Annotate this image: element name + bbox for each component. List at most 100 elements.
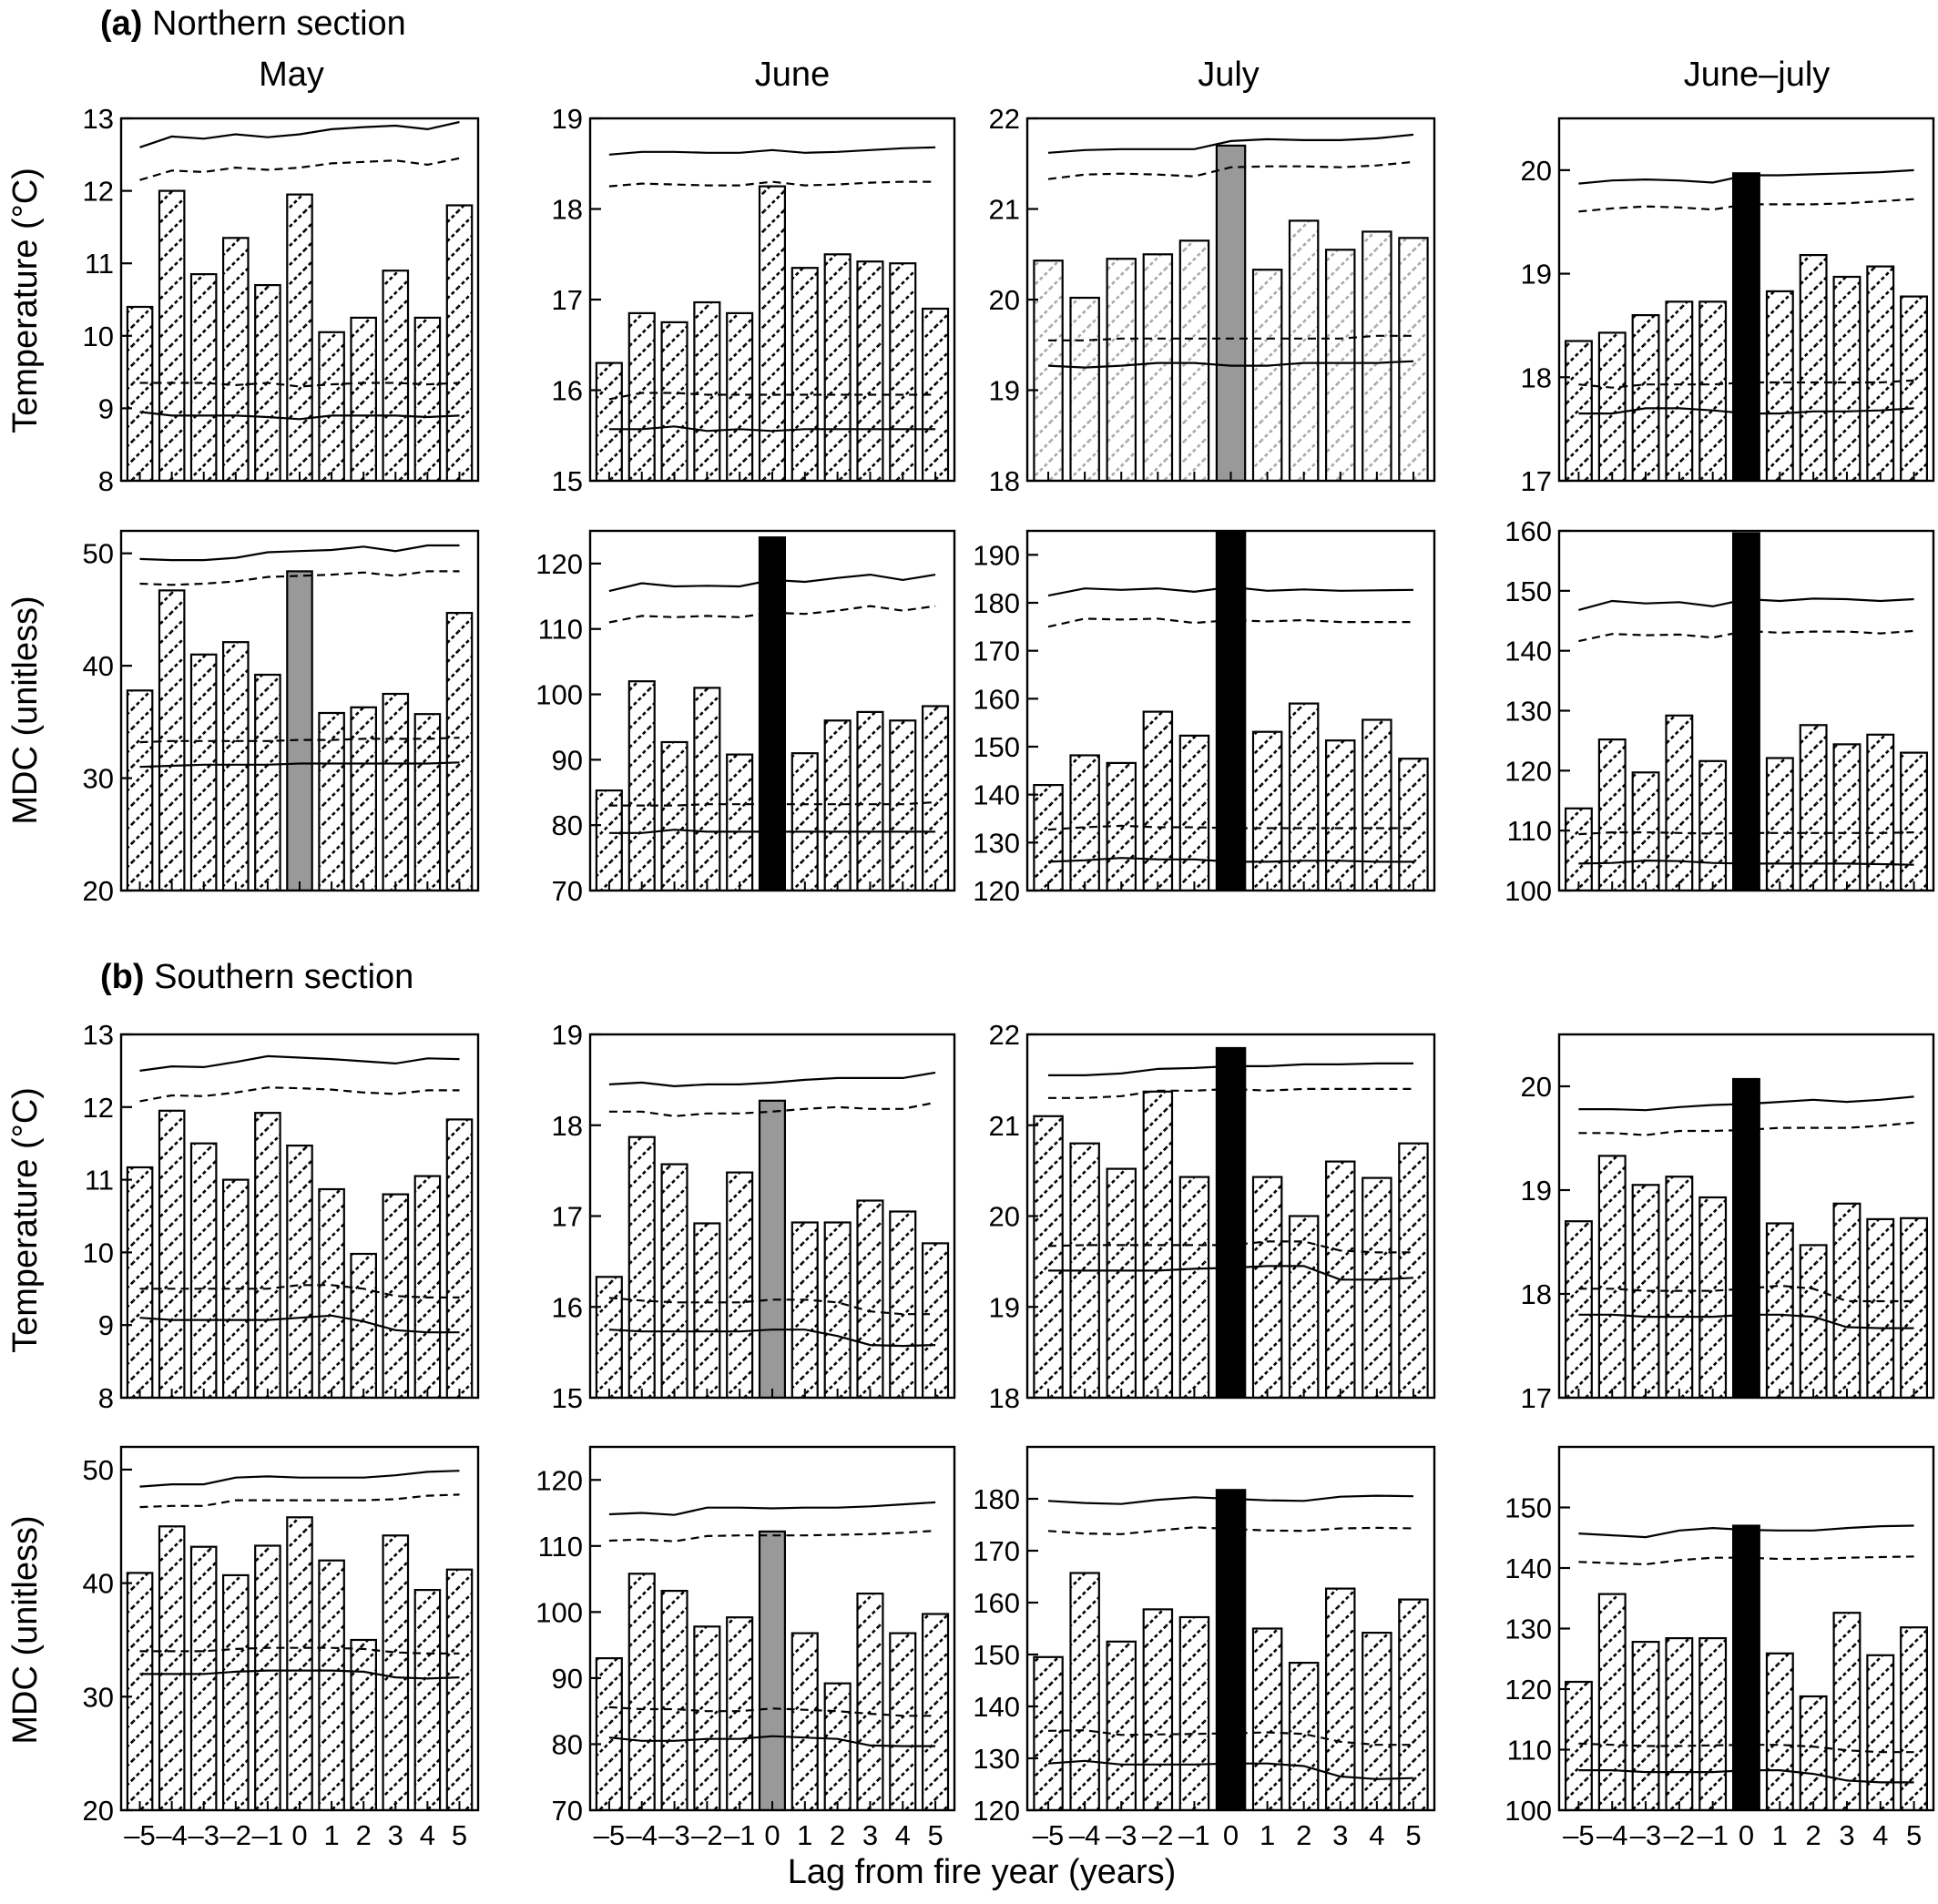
confidence-line-2 <box>1047 160 1414 180</box>
bar-lag-–2 <box>693 300 721 481</box>
bar-lag-1 <box>790 1221 819 1398</box>
bar-group <box>1033 1046 1429 1398</box>
bar-group <box>1564 168 1928 481</box>
bar-lag-–3 <box>660 1589 688 1810</box>
x-tick-label: 0 <box>764 1819 780 1851</box>
panel-b-mdc-july: 120 130 140 150 160 170 180 –5 –4 –3 –2 –1 0 1 2 3 4 5 <box>973 1445 1436 1851</box>
confidence-line-3 <box>608 1297 936 1316</box>
confidence-line-1 <box>1578 1095 1914 1112</box>
bar-lag-4 <box>1362 1631 1392 1810</box>
bar-lag-2 <box>823 253 852 481</box>
y-tick-label: 17 <box>1521 465 1552 497</box>
y-tick-label: 18 <box>1521 1278 1552 1310</box>
y-tick-label: 110 <box>538 1531 583 1563</box>
y-tick-label: 100 <box>536 1596 583 1628</box>
bar-lag-0 <box>1215 1046 1247 1398</box>
confidence-line-1 <box>1578 597 1914 611</box>
y-tick-label: 110 <box>538 614 583 646</box>
bar-lag-–3 <box>189 273 218 481</box>
bar-lag-3 <box>856 1199 884 1398</box>
x-axis-label: Lag from fire year (years) <box>788 1853 1177 1891</box>
bar-lag-5 <box>445 1568 474 1810</box>
y-tick-label: 150 <box>973 731 1020 763</box>
panel-b-mdc-may: 20 30 40 50 –5 –4 –3 –2 –1 0 1 2 3 4 5 <box>83 1445 480 1851</box>
bar-lag-4 <box>1866 1654 1895 1810</box>
y-tick-label: 30 <box>83 763 114 795</box>
confidence-line-2 <box>1578 1555 1914 1566</box>
y-tick-label: 140 <box>1504 1553 1552 1584</box>
bar-lag-–3 <box>1106 1640 1137 1810</box>
confidence-line-3 <box>1047 1240 1413 1254</box>
x-tick-label: 1 <box>1260 1819 1275 1851</box>
bar-lag-–1 <box>1698 1196 1728 1398</box>
bar-lag-–3 <box>1631 314 1660 481</box>
bar-lag-–5 <box>1033 783 1064 891</box>
bar-lag-5 <box>1398 1142 1429 1398</box>
bar-group <box>126 120 474 481</box>
y-tick-label: 150 <box>1504 1492 1552 1524</box>
bar-lag-4 <box>413 1175 442 1398</box>
y-tick-label: 10 <box>83 1237 114 1268</box>
x-tick-label: –2 <box>220 1819 251 1851</box>
x-tick-label: –4 <box>626 1819 657 1851</box>
bar-lag-5 <box>445 611 474 891</box>
confidence-line-2 <box>1578 198 1914 213</box>
x-tick-label: 3 <box>1332 1819 1348 1851</box>
panels-group: 8910111213151617181918192021221718192020… <box>83 103 1935 1851</box>
y-tick-label: 80 <box>552 809 583 841</box>
x-tick-label: –1 <box>252 1819 283 1851</box>
x-tick-label: –2 <box>1664 1819 1695 1851</box>
y-tick-label: 160 <box>1504 515 1552 547</box>
bar-lag-4 <box>1362 718 1392 891</box>
bar-lag-0 <box>758 185 786 481</box>
bar-lag-–2 <box>222 237 250 481</box>
bar-group <box>595 146 950 481</box>
bar-lag-4 <box>413 1588 442 1810</box>
confidence-line-3 <box>1578 379 1914 389</box>
bar-lag-0 <box>1215 531 1247 891</box>
y-tick-label: 18 <box>552 1110 583 1142</box>
bar-lag-–4 <box>158 1109 186 1398</box>
bar-group <box>126 1054 474 1398</box>
confidence-line-4 <box>1048 1265 1414 1281</box>
x-tick-label: –3 <box>1106 1819 1137 1851</box>
y-tick-label: 40 <box>83 1568 114 1600</box>
x-tick-label: 1 <box>1772 1819 1788 1851</box>
confidence-line-4 <box>1047 857 1413 863</box>
bar-lag-–4 <box>627 1135 656 1398</box>
y-tick-label: 22 <box>989 103 1020 135</box>
bar-lag-–2 <box>1665 714 1694 891</box>
y-tick-label: 190 <box>973 539 1020 571</box>
y-tick-label: 120 <box>1504 1674 1552 1705</box>
confidence-line-1 <box>1047 1494 1414 1505</box>
bar-lag-3 <box>1324 739 1356 891</box>
bar-lag-0 <box>758 1099 786 1398</box>
x-tick-label: –3 <box>188 1819 219 1851</box>
bar-lag-5 <box>445 204 474 481</box>
bar-lag-0 <box>758 1530 786 1810</box>
x-tick-label: 3 <box>1839 1819 1854 1851</box>
bar-lag-–5 <box>126 689 154 891</box>
x-tick-label: 1 <box>323 1819 339 1851</box>
y-tick-label: 90 <box>552 744 583 776</box>
bar-lag-–1 <box>254 1544 281 1810</box>
y-axis-label-temperature-b: Temperature (°C) <box>6 1087 45 1353</box>
confidence-line-4 <box>1578 1313 1914 1329</box>
bar-lag-0 <box>1731 172 1760 481</box>
y-axis-label-mdc-b: MDC (unitless) <box>6 1515 45 1744</box>
bar-lag-–1 <box>1698 759 1728 891</box>
x-tick-label: –3 <box>658 1819 689 1851</box>
confidence-line-4 <box>139 1314 460 1334</box>
bar-lag-4 <box>413 713 442 891</box>
bar-lag-–4 <box>627 1573 656 1810</box>
confidence-line-4 <box>1578 859 1914 866</box>
bar-lag-–3 <box>660 740 688 891</box>
bar-lag-4 <box>1362 1176 1392 1398</box>
bar-lag-3 <box>1832 743 1862 891</box>
confidence-line-2 <box>139 1086 460 1103</box>
y-tick-label: 150 <box>1504 575 1552 607</box>
panel-a-mdc-june: 70 80 90 100 110 120 <box>536 529 956 907</box>
bar-lag-–5 <box>126 1572 154 1810</box>
y-tick-label: 130 <box>973 1743 1020 1775</box>
bar-lag-2 <box>1799 254 1828 481</box>
